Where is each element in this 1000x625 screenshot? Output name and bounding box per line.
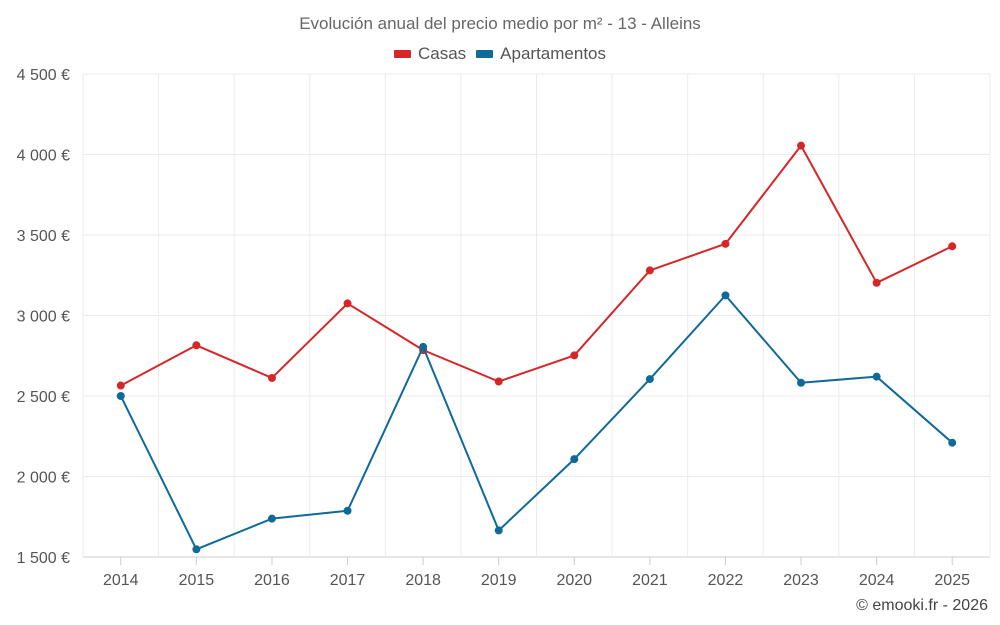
data-point-apartamentos-2015 [192, 545, 201, 554]
legend-item-apartamentos[interactable]: Apartamentos [476, 44, 606, 64]
legend-swatch-casas [393, 50, 411, 58]
copyright-credit: © emooki.fr - 2026 [856, 597, 988, 614]
data-point-apartamentos-2016 [267, 514, 276, 523]
x-tick-label: 2025 [934, 572, 970, 589]
data-point-casas-2015 [192, 341, 201, 350]
data-point-casas-2020 [570, 351, 579, 360]
data-point-apartamentos-2019 [494, 526, 503, 535]
data-point-apartamentos-2017 [343, 506, 352, 515]
x-tick-label: 2021 [632, 572, 668, 589]
data-point-casas-2014 [116, 381, 125, 390]
y-tick-label: 2 500 € [17, 389, 70, 406]
data-point-apartamentos-2020 [570, 455, 579, 464]
data-point-casas-2025 [948, 242, 957, 251]
legend-item-casas[interactable]: Casas [393, 44, 467, 64]
x-tick-label: 2014 [103, 572, 139, 589]
x-tick-label: 2016 [254, 572, 290, 589]
data-point-apartamentos-2023 [797, 378, 806, 387]
x-tick-label: 2022 [708, 572, 744, 589]
legend-label-apartamentos: Apartamentos [500, 44, 607, 63]
chart-title: Evolución anual del precio medio por m² … [299, 14, 701, 33]
y-tick-label: 4 000 € [17, 148, 70, 165]
x-tick-label: 2023 [783, 572, 819, 589]
x-tick-label: 2017 [330, 572, 366, 589]
series-line-casas [120, 144, 953, 387]
x-tick-label: 2019 [481, 572, 517, 589]
data-point-apartamentos-2024 [872, 372, 881, 381]
x-tick-label: 2018 [405, 572, 441, 589]
y-tick-label: 3 500 € [17, 228, 70, 245]
data-point-casas-2017 [343, 299, 352, 308]
series-line-apartamentos [119, 294, 953, 551]
data-point-casas-2024 [872, 278, 881, 287]
data-point-apartamentos-2022 [721, 291, 730, 300]
data-point-apartamentos-2021 [645, 375, 654, 384]
y-tick-label: 1 500 € [17, 550, 70, 567]
data-point-apartamentos-2018 [419, 342, 428, 351]
legend-label-casas: Casas [417, 44, 467, 63]
data-point-casas-2023 [797, 141, 806, 150]
data-point-apartamentos-2014 [116, 392, 125, 400]
data-point-casas-2019 [494, 377, 503, 386]
x-tick-label: 2020 [556, 572, 592, 589]
data-point-casas-2022 [721, 239, 730, 248]
y-tick-label: 3 000 € [17, 309, 70, 326]
data-point-casas-2021 [645, 266, 654, 275]
data-point-casas-2016 [267, 373, 276, 382]
chart-legend: Casas Apartamentos [0, 44, 1000, 64]
data-point-apartamentos-2025 [948, 438, 957, 447]
y-tick-label: 2 000 € [17, 470, 70, 487]
x-tick-label: 2024 [859, 572, 895, 589]
y-tick-label: 4 500 € [17, 67, 70, 84]
x-tick-label: 2015 [179, 572, 215, 589]
legend-swatch-apartamentos [476, 50, 494, 58]
